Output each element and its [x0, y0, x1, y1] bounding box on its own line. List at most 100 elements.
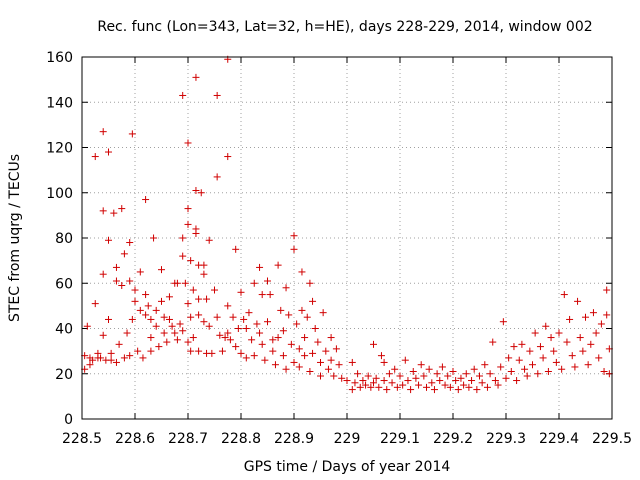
data-point: [404, 377, 412, 385]
data-point: [216, 331, 224, 339]
data-point: [248, 336, 256, 344]
data-point: [380, 377, 388, 385]
data-point: [505, 354, 513, 362]
data-point: [274, 261, 282, 269]
data-point: [144, 302, 152, 310]
data-point: [385, 370, 393, 378]
data-point: [158, 266, 165, 274]
data-point: [401, 356, 409, 364]
data-point: [266, 291, 274, 299]
data-point: [97, 354, 105, 362]
data-point: [184, 338, 192, 346]
data-point: [173, 279, 181, 287]
data-point: [83, 322, 91, 330]
data-point: [534, 370, 542, 378]
data-point: [460, 381, 468, 389]
data-point: [147, 315, 155, 323]
data-point: [287, 340, 295, 348]
data-point: [187, 347, 195, 355]
data-point: [362, 381, 370, 389]
data-point: [343, 377, 351, 385]
data-point: [195, 311, 203, 319]
data-point: [160, 313, 168, 321]
y-tick-label: 120: [46, 141, 73, 157]
data-point: [195, 347, 203, 355]
data-point: [486, 370, 494, 378]
data-point: [86, 361, 94, 369]
data-point: [497, 363, 505, 371]
data-point: [370, 340, 377, 348]
y-tick-label: 140: [46, 95, 73, 111]
data-point: [112, 277, 120, 285]
data-point: [317, 372, 324, 380]
data-point: [213, 313, 221, 321]
data-point: [245, 309, 253, 317]
data-point: [298, 306, 306, 314]
data-point: [165, 315, 173, 323]
data-point: [91, 153, 99, 161]
data-point: [513, 377, 521, 385]
data-point: [126, 352, 134, 360]
x-tick-labels: 228.5 228.6 228.7 228.8 228.9 229 229.1 229.2 22…: [62, 431, 632, 447]
data-point: [324, 365, 332, 373]
data-point: [250, 279, 258, 287]
data-point: [396, 372, 404, 380]
data-point: [181, 279, 189, 287]
data-point: [136, 268, 144, 276]
data-point: [179, 252, 187, 260]
data-point: [584, 361, 592, 369]
x-tick-label: 229.2: [433, 431, 473, 447]
data-point: [531, 329, 539, 337]
data-point: [409, 367, 417, 375]
data-point: [290, 245, 298, 253]
data-point: [224, 302, 232, 310]
data-point: [134, 347, 142, 355]
data-point: [372, 374, 380, 382]
data-point: [105, 315, 112, 323]
data-point: [128, 315, 136, 323]
y-tick-label: 40: [55, 322, 73, 338]
data-point: [242, 354, 250, 362]
data-point: [150, 234, 158, 242]
chart-title: Rec. func (Lon=343, Lat=32, h=HE), days …: [97, 19, 592, 35]
data-point: [99, 270, 107, 278]
data-point: [359, 377, 367, 385]
data-point: [391, 365, 399, 373]
data-point: [515, 356, 523, 364]
data-point: [441, 381, 449, 389]
data-point: [285, 311, 293, 319]
data-point: [383, 386, 391, 394]
data-point: [388, 379, 396, 387]
data-point: [91, 300, 99, 308]
data-point: [139, 354, 147, 362]
data-point: [184, 205, 192, 213]
x-tick-label: 228.7: [168, 431, 208, 447]
data-point: [574, 297, 582, 305]
data-point: [542, 322, 550, 330]
data-point: [237, 349, 245, 357]
data-point: [301, 352, 309, 360]
data-point: [330, 372, 338, 380]
data-point: [589, 309, 597, 317]
data-point: [147, 347, 155, 355]
data-point: [568, 352, 576, 360]
data-point: [558, 365, 566, 373]
data-point: [197, 189, 205, 197]
data-point: [89, 356, 97, 364]
data-point: [425, 365, 433, 373]
data-point: [597, 320, 605, 328]
data-point: [279, 327, 287, 335]
data-point: [370, 379, 377, 387]
data-point: [123, 329, 131, 337]
data-point: [203, 295, 211, 303]
data-point: [282, 365, 290, 373]
data-points: [81, 55, 613, 394]
data-point: [417, 361, 425, 369]
data-point: [142, 196, 150, 204]
grid-lines: [82, 57, 612, 419]
data-point: [163, 338, 171, 346]
data-point: [189, 286, 197, 294]
data-point: [592, 329, 600, 337]
data-point: [158, 297, 165, 305]
data-point: [187, 257, 195, 265]
